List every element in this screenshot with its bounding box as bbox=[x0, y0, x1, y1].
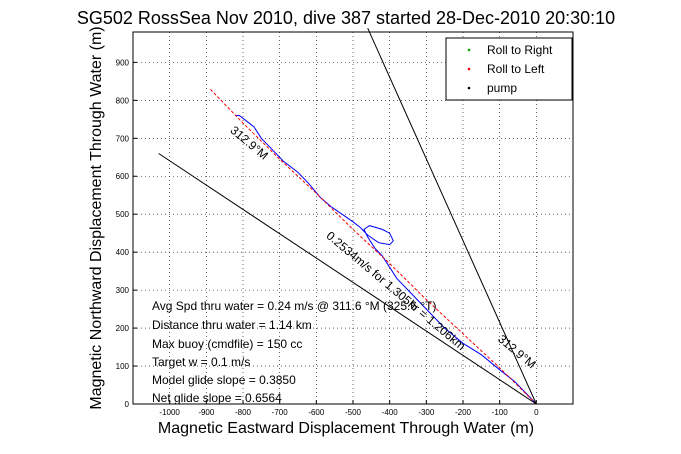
info-line: Avg Spd thru water = 0.24 m/s @ 311.6 °M… bbox=[152, 299, 436, 313]
x-tick-label: -600 bbox=[308, 408, 325, 417]
legend-label-roll-right: Roll to Right bbox=[487, 43, 553, 57]
x-tick-label: -1000 bbox=[159, 408, 180, 417]
legend-label-pump: pump bbox=[487, 81, 517, 95]
series-group bbox=[158, 27, 537, 405]
series-line-0 bbox=[235, 115, 537, 405]
legend-box bbox=[445, 37, 573, 101]
x-tick-label: -400 bbox=[382, 408, 399, 417]
ticks: -1000 -900 -800 -700 -600 -500 -400 -300 -200 -10… bbox=[116, 58, 539, 417]
y-tick-label: 100 bbox=[116, 362, 130, 371]
x-tick-label: -800 bbox=[235, 408, 252, 417]
x-tick-label: -900 bbox=[198, 408, 215, 417]
y-tick-label: 700 bbox=[116, 134, 130, 143]
info-box: Avg Spd thru water = 0.24 m/s @ 311.6 °M… bbox=[152, 299, 436, 405]
y-tick-label: 300 bbox=[116, 286, 130, 295]
y-tick-label: 400 bbox=[116, 248, 130, 257]
info-line: Model glide slope = 0.3850 bbox=[152, 373, 296, 387]
series-line-2 bbox=[158, 153, 537, 405]
x-tick-label: -200 bbox=[455, 408, 472, 417]
legend: Roll to Right Roll to Left pump bbox=[445, 37, 573, 101]
y-tick-label: 900 bbox=[116, 58, 130, 67]
series-line-3 bbox=[367, 27, 537, 405]
legend-marker-pump bbox=[467, 86, 471, 90]
y-tick-label: 800 bbox=[116, 96, 130, 105]
info-line: Target w = 0.1 m/s bbox=[152, 355, 250, 369]
x-axis-label: Magnetic Eastward Displacement Through W… bbox=[158, 420, 534, 437]
x-tick-label: -300 bbox=[418, 408, 435, 417]
chart-title: SG502 RossSea Nov 2010, dive 387 started… bbox=[77, 8, 615, 28]
legend-marker-roll-right bbox=[467, 48, 471, 52]
x-tick-label: -700 bbox=[272, 408, 289, 417]
legend-label-roll-left: Roll to Left bbox=[487, 62, 545, 76]
y-tick-label: 200 bbox=[116, 324, 130, 333]
info-line: Max buoy (cmdfile) = 150 cc bbox=[152, 337, 302, 351]
y-tick-label: 0 bbox=[125, 400, 130, 409]
plot-frame bbox=[132, 31, 574, 405]
legend-marker-roll-left bbox=[467, 67, 471, 71]
x-tick-label: -500 bbox=[345, 408, 362, 417]
info-line: Distance thru water = 1.14 km bbox=[152, 318, 312, 332]
info-line: Net glide slope = 0.6564 bbox=[152, 391, 282, 405]
x-tick-label: -100 bbox=[492, 408, 509, 417]
y-axis-label: Magnetic Northward Displacement Through … bbox=[88, 26, 105, 409]
y-tick-label: 600 bbox=[116, 172, 130, 181]
y-tick-label: 500 bbox=[116, 210, 130, 219]
x-tick-label: 0 bbox=[534, 408, 539, 417]
